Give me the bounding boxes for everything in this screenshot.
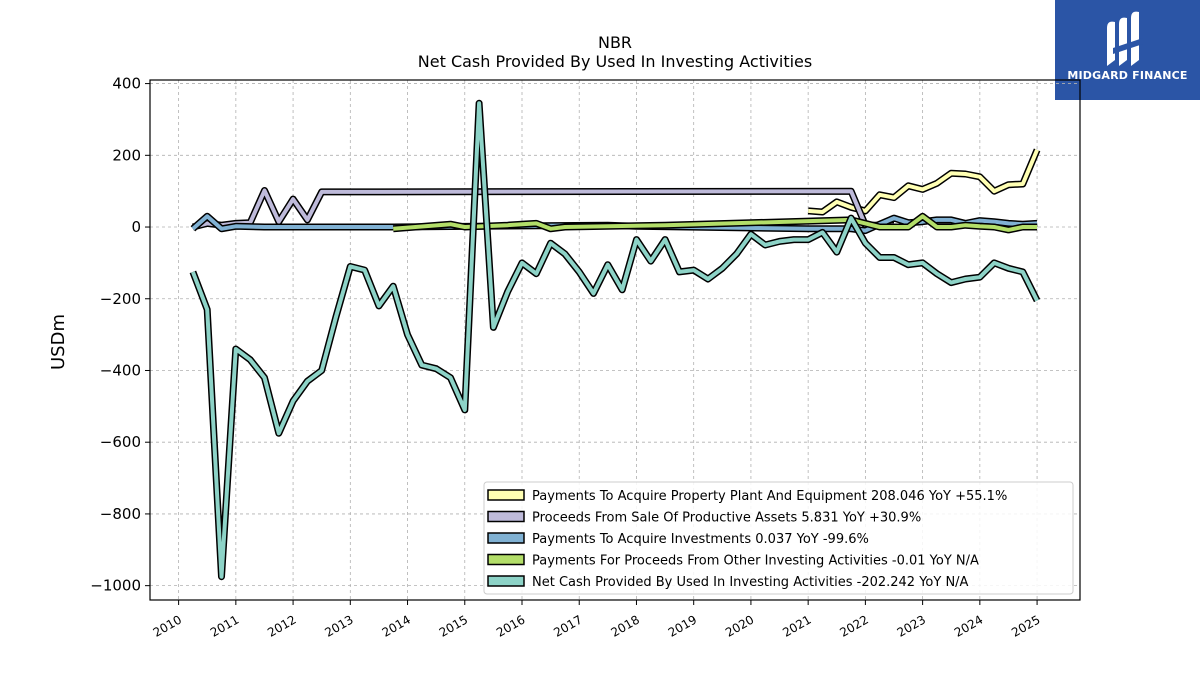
- x-tick-label: 2014: [380, 612, 413, 639]
- x-tick-label: 2017: [551, 612, 584, 639]
- midgard-m-logo-icon: [1107, 11, 1143, 67]
- legend-swatch-4: [487, 553, 525, 566]
- legend-swatch-5: [487, 575, 525, 587]
- logo-text: MIDGARD FINANCE: [1067, 69, 1188, 82]
- y-tick-label: −200: [100, 290, 141, 308]
- x-tick-label: 2021: [780, 612, 813, 639]
- y-tick-label: 400: [112, 75, 141, 93]
- legend-box: [483, 481, 1074, 595]
- legend-label-3: Payments To Acquire Investments 0.037 Yo…: [532, 532, 869, 547]
- y-tick-label: −400: [100, 361, 141, 379]
- legend-label-4: Payments For Proceeds From Other Investi…: [532, 554, 979, 569]
- x-tick-label: 2011: [208, 612, 241, 639]
- x-tick-label: 2022: [837, 612, 870, 639]
- x-tick-label: 2025: [1009, 612, 1042, 639]
- legend-swatch-1: [487, 489, 525, 501]
- legend-label-5: Net Cash Provided By Used In Investing A…: [532, 575, 969, 590]
- x-tick-label: 2013: [322, 612, 355, 639]
- x-tick-label: 2015: [437, 612, 470, 639]
- x-tick-label: 2012: [265, 612, 298, 639]
- y-tick-label: 0: [131, 218, 141, 236]
- y-tick-label: −800: [100, 505, 141, 523]
- legend-swatch-3: [487, 532, 525, 544]
- legend-label-1: Payments To Acquire Property Plant And E…: [532, 489, 1007, 504]
- y-tick-label: −1000: [90, 577, 141, 595]
- x-tick-label: 2016: [494, 612, 527, 639]
- x-tick-label: 2010: [151, 612, 184, 639]
- chart-title: NBR: [598, 33, 632, 52]
- series-line-4: [393, 214, 1038, 232]
- series-line-1: [808, 149, 1039, 214]
- y-tick-label: 200: [112, 146, 141, 164]
- x-tick-label: 2019: [666, 612, 699, 639]
- chart-subtitle: Net Cash Provided By Used In Investing A…: [418, 52, 812, 71]
- legend-swatch-2: [487, 510, 525, 523]
- x-tick-label: 2024: [952, 612, 985, 639]
- x-tick-label: 2023: [895, 612, 928, 639]
- series-line-5: [191, 101, 1039, 579]
- y-axis-label: USDm: [48, 314, 69, 370]
- y-tick-label: −600: [100, 433, 141, 451]
- plot-frame: [149, 79, 1081, 601]
- legend-label-2: Proceeds From Sale Of Productive Assets …: [532, 511, 921, 526]
- midgard-finance-logo: MIDGARD FINANCE: [1055, 0, 1200, 100]
- x-tick-label: 2020: [723, 612, 756, 639]
- x-tick-label: 2018: [609, 612, 642, 639]
